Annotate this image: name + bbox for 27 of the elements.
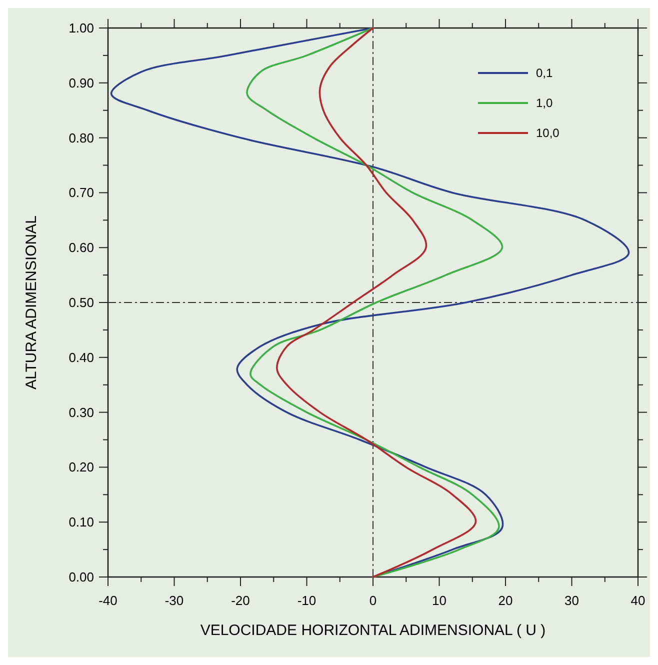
y-tick-label: 1.00 <box>68 20 94 36</box>
line-series <box>276 27 477 578</box>
y-tick-label: 0.10 <box>68 514 94 530</box>
y-tick-label: 0.50 <box>68 295 94 310</box>
y-tick-label: 0.20 <box>68 460 94 475</box>
y-tick-label: 0.40 <box>68 350 94 365</box>
y-axis-title: ALTURA ADIMENSIONAL <box>23 216 40 390</box>
x-tick-label: 30 <box>564 593 579 608</box>
y-tick-label: 0.60 <box>68 240 94 256</box>
x-tick-label: -40 <box>98 593 118 608</box>
legend-label: 1,0 <box>536 96 554 110</box>
y-tick-label: 0.00 <box>68 570 94 584</box>
y-tick-label: 0.30 <box>68 404 94 420</box>
y-tick-label: 0.70 <box>68 185 94 200</box>
x-tick-label: -10 <box>297 593 316 608</box>
x-tick-label: 20 <box>498 593 513 608</box>
x-tick-label: 10 <box>432 593 446 608</box>
y-tick-label: 0.80 <box>68 130 94 146</box>
x-tick-label: 0 <box>369 593 377 608</box>
x-tick-label: 40 <box>630 593 646 608</box>
line-series <box>246 27 504 578</box>
x-axis-title: VELOCIDADE HORIZONTAL ADIMENSIONAL ( U ) <box>200 622 546 639</box>
x-tick-label: -30 <box>164 593 184 608</box>
legend-label: 0,1 <box>536 66 554 80</box>
x-tick-label: -20 <box>231 593 250 608</box>
legend-label: 10,0 <box>536 126 560 140</box>
y-tick-label: 0.90 <box>68 75 94 90</box>
